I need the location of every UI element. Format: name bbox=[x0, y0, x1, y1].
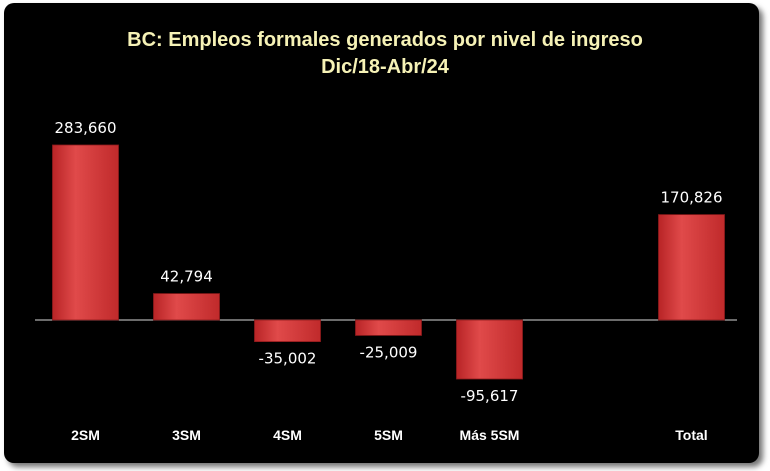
chart-title: BC: Empleos formales generados por nivel… bbox=[127, 29, 643, 51]
category-label-total: Total bbox=[675, 427, 707, 443]
category-label-2sm: 2SM bbox=[71, 427, 100, 443]
bar-5sm bbox=[355, 319, 422, 336]
bar-3sm bbox=[153, 293, 220, 321]
bar-total bbox=[658, 214, 725, 321]
chart-subtitle: Dic/18-Abr/24 bbox=[321, 56, 450, 78]
category-label-mas-5sm: Más 5SM bbox=[460, 427, 520, 443]
data-label-total: 170,826 bbox=[660, 189, 722, 207]
data-label-mas-5sm: -95,617 bbox=[461, 387, 519, 405]
category-label-5sm: 5SM bbox=[374, 427, 403, 443]
category-label-3sm: 3SM bbox=[172, 427, 201, 443]
data-label-2sm: 283,660 bbox=[54, 119, 116, 137]
chart-frame bbox=[4, 3, 759, 463]
category-label-4sm: 4SM bbox=[273, 427, 302, 443]
bar-2sm bbox=[52, 144, 119, 321]
data-label-3sm: 42,794 bbox=[160, 268, 213, 286]
bar-4sm bbox=[254, 319, 321, 342]
data-label-5sm: -25,009 bbox=[360, 343, 418, 361]
bar-mas-5sm bbox=[456, 319, 523, 380]
data-label-4sm: -35,002 bbox=[259, 350, 317, 368]
